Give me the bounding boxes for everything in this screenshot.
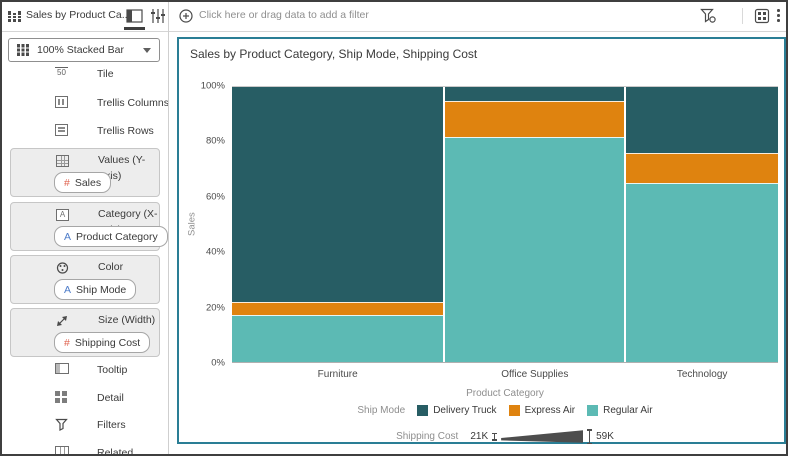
size-scale-wedge <box>501 430 584 443</box>
color-legend: Ship Mode Delivery Truck Express Air Regul… <box>232 405 778 416</box>
sidebar-item-detail[interactable]: Detail <box>0 389 168 407</box>
topbar-divider-2 <box>742 8 743 24</box>
properties-sliders-icon[interactable] <box>150 9 165 26</box>
sidebar-item-filters[interactable]: Filters <box>0 416 168 434</box>
segment-technology-express-air[interactable] <box>626 153 778 184</box>
segment-technology-delivery-truck[interactable] <box>626 87 778 153</box>
sidebar-item-trellis-columns[interactable]: Trellis Columns <box>0 94 168 112</box>
top-bar: Sales by Product Ca... Click here or dra… <box>0 0 788 32</box>
sidebar-item-tile[interactable]: 50 Tile <box>0 65 168 83</box>
stacked-bar-mini-icon <box>17 44 29 56</box>
legend-item-delivery-truck[interactable]: Delivery Truck <box>417 405 497 416</box>
x-axis-title: Product Category <box>466 388 544 399</box>
bars <box>232 87 778 362</box>
category-axis-icon: A <box>56 209 69 221</box>
bar-technology[interactable] <box>626 87 778 362</box>
measure-hash-icon: # <box>64 176 70 189</box>
legend-swatch-delivery-truck <box>417 405 429 416</box>
y-tick-20%: 20% <box>205 302 225 314</box>
filter-settings-icon[interactable] <box>700 8 717 27</box>
attribute-a-icon: A <box>64 230 72 243</box>
size-min-marker <box>492 432 498 441</box>
stacked-bar-chart-icon <box>8 10 21 26</box>
size-max-marker <box>587 429 593 444</box>
x-label-office-supplies: Office Supplies <box>501 369 569 380</box>
y-tick-40%: 40% <box>205 246 225 258</box>
segment-office-supplies-delivery-truck[interactable] <box>445 87 625 101</box>
segment-technology-regular-air[interactable] <box>626 183 778 362</box>
segment-office-supplies-regular-air[interactable] <box>445 136 625 362</box>
color-palette-icon <box>56 262 69 277</box>
chart-type-dropdown[interactable]: 100% Stacked Bar <box>8 38 160 62</box>
sidebar-item-tooltip[interactable]: Tooltip <box>0 361 168 379</box>
size-diagonal-arrow-icon <box>56 315 68 330</box>
segment-furniture-regular-air[interactable] <box>232 315 444 362</box>
trellis-columns-icon <box>55 96 68 108</box>
y-tick-80%: 80% <box>205 135 225 147</box>
visualization-panel[interactable]: Sales by Product Category, Ship Mode, Sh… <box>177 37 786 444</box>
chip-ship-mode[interactable]: A Ship Mode <box>54 279 137 300</box>
legend-item-regular-air[interactable]: Regular Air <box>587 405 653 416</box>
chip-sales[interactable]: # Sales <box>54 172 112 193</box>
grammar-sidebar: 100% Stacked Bar 50 Tile Trellis Columns… <box>0 32 169 456</box>
data-grid-icon[interactable] <box>754 8 770 27</box>
detail-grid-icon <box>55 391 67 403</box>
sidebar-item-related-columns[interactable]: Related Columns <box>0 444 168 456</box>
grammar-panel-icon[interactable] <box>126 9 144 26</box>
topbar-divider <box>168 0 169 32</box>
segment-office-supplies-express-air[interactable] <box>445 100 625 137</box>
funnel-icon <box>55 418 69 434</box>
size-legend-min: 21K <box>470 431 489 442</box>
plot-area <box>232 86 778 363</box>
active-tab-underline <box>124 27 145 30</box>
legend-text-express-air: Express Air <box>524 405 576 416</box>
legend-text-regular-air: Regular Air <box>603 405 653 416</box>
values-axis-icon <box>56 155 69 167</box>
measure-hash-icon: # <box>64 336 70 349</box>
bar-furniture[interactable] <box>232 87 444 362</box>
x-label-furniture: Furniture <box>317 369 358 380</box>
chip-shipping-cost[interactable]: # Shipping Cost <box>54 332 151 353</box>
y-tick-60%: 60% <box>205 191 225 203</box>
attribute-a-icon: A <box>64 283 72 296</box>
y-tick-0%: 0% <box>211 357 225 369</box>
y-axis-ticks: 0% 20% 40% 60% 80% 100% <box>179 81 227 369</box>
section-category-x-axis[interactable]: A Category (X-Axis) A Product Category <box>10 202 168 251</box>
chart-type-value: 100% Stacked Bar <box>37 44 124 56</box>
color-legend-label: Ship Mode <box>357 405 406 416</box>
y-tick-100%: 100% <box>200 80 225 92</box>
visualization-title: Sales by Product Ca... <box>26 9 131 21</box>
section-color[interactable]: Color A Ship Mode <box>10 255 160 304</box>
sidebar-item-trellis-rows[interactable]: Trellis Rows <box>0 122 168 140</box>
related-columns-icon <box>55 446 69 456</box>
tile-icon: 50 <box>55 67 68 78</box>
chevron-down-icon <box>143 47 151 53</box>
legend-text-delivery-truck: Delivery Truck <box>433 405 497 416</box>
x-label-technology: Technology <box>676 369 728 380</box>
trellis-rows-icon <box>55 124 68 136</box>
x-axis-labels: Furniture Office Supplies Technology <box>232 369 778 380</box>
section-size-width[interactable]: Size (Width) # Shipping Cost <box>10 308 160 357</box>
section-values-y-axis[interactable]: Values (Y-Axis) # Sales <box>10 148 160 197</box>
chart-title: Sales by Product Category, Ship Mode, Sh… <box>190 47 478 61</box>
more-options-kebab-icon[interactable] <box>777 9 780 22</box>
legend-swatch-express-air <box>508 405 520 416</box>
segment-furniture-delivery-truck[interactable] <box>232 87 444 302</box>
legend-swatch-regular-air <box>587 405 599 416</box>
legend-item-express-air[interactable]: Express Air <box>508 405 576 416</box>
size-legend-label: Shipping Cost <box>396 431 459 442</box>
size-legend: Shipping Cost 21K 59K <box>232 429 778 444</box>
chip-product-category[interactable]: A Product Category <box>54 226 168 247</box>
bar-office-supplies[interactable] <box>445 87 625 362</box>
tooltip-icon <box>55 363 69 374</box>
filter-bar-placeholder[interactable]: Click here or drag data to add a filter <box>199 9 369 21</box>
size-legend-max: 59K <box>596 431 614 442</box>
segment-furniture-express-air[interactable] <box>232 301 444 316</box>
add-filter-plus-icon[interactable] <box>179 9 193 26</box>
